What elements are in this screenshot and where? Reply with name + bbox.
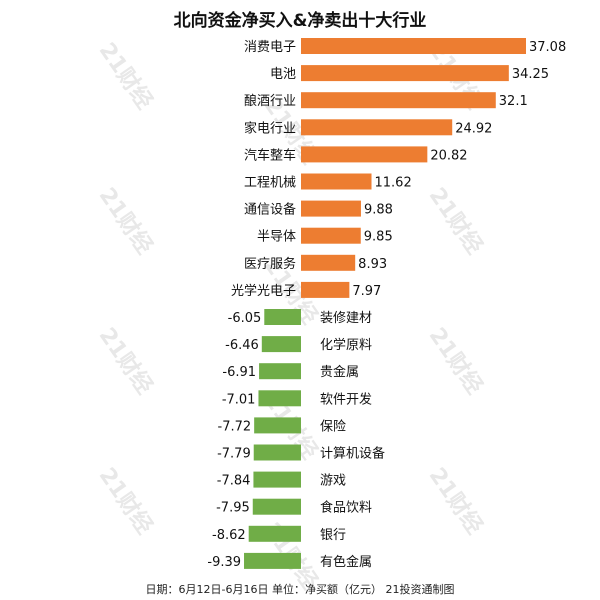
value-label-9: 7.97	[352, 284, 381, 299]
category-label-14: 保险	[320, 419, 346, 434]
bar-19	[244, 552, 301, 569]
category-label-3: 家电行业	[244, 120, 296, 136]
bar-11	[261, 336, 301, 353]
category-label-2: 酿酒行业	[244, 93, 296, 109]
category-label-5: 工程机械	[244, 176, 296, 191]
category-label-4: 汽车整车	[244, 147, 296, 163]
bar-4	[301, 146, 428, 163]
bar-18	[248, 525, 301, 542]
value-label-15: -7.79	[217, 447, 251, 462]
category-label-8: 医疗服务	[244, 256, 296, 272]
bar-13	[258, 390, 301, 407]
value-label-0: 37.08	[529, 40, 566, 55]
bar-14	[254, 417, 301, 434]
bar-5	[301, 173, 372, 190]
category-label-12: 贵金属	[320, 364, 359, 380]
category-label-10: 装修建材	[320, 311, 372, 326]
bar-9	[301, 281, 350, 298]
bar-6	[301, 200, 361, 217]
bar-12	[259, 363, 301, 380]
value-label-11: -6.46	[225, 338, 259, 353]
value-label-19: -9.39	[207, 555, 241, 570]
value-label-12: -6.91	[222, 365, 256, 380]
watermark-4: 21财经	[424, 183, 488, 259]
category-label-18: 银行	[320, 528, 346, 543]
category-label-1: 电池	[270, 67, 296, 82]
value-label-17: -7.95	[216, 501, 250, 516]
watermark-6: 21财经	[94, 323, 158, 399]
category-label-6: 通信设备	[244, 202, 296, 218]
watermark-0: 21财经	[94, 38, 158, 114]
category-label-11: 化学原料	[320, 337, 372, 353]
value-label-13: -7.01	[222, 392, 256, 407]
value-label-4: 20.82	[430, 148, 467, 163]
value-label-18: -8.62	[212, 528, 246, 543]
category-label-9: 光学光电子	[231, 283, 296, 299]
bar-15	[253, 444, 301, 461]
watermark-3: 21财经	[94, 183, 158, 259]
bar-2	[301, 92, 496, 109]
bar-10	[264, 309, 301, 325]
watermark-10: 21财经	[424, 463, 488, 539]
bar-16	[253, 471, 301, 488]
bar-17	[252, 498, 301, 515]
category-label-17: 食品饮料	[320, 500, 372, 516]
watermark-9: 21财经	[94, 463, 158, 539]
value-label-8: 8.93	[358, 257, 387, 272]
bar-3	[301, 119, 453, 136]
value-label-16: -7.84	[217, 474, 251, 489]
value-label-7: 9.85	[364, 230, 393, 245]
bar-1	[301, 65, 509, 82]
category-label-15: 计算机设备	[320, 446, 385, 462]
value-label-5: 11.62	[375, 176, 412, 191]
category-label-0: 消费电子	[244, 40, 296, 55]
category-label-13: 软件开发	[320, 391, 372, 407]
bar-8	[301, 254, 356, 271]
value-label-1: 34.25	[512, 67, 549, 82]
value-label-10: -6.05	[228, 311, 262, 326]
category-label-19: 有色金属	[320, 554, 372, 570]
chart-footer: 日期：6月12日-6月16日 单位：净买额（亿元） 21投资通制图	[145, 583, 455, 596]
value-label-6: 9.88	[364, 203, 393, 218]
category-label-7: 半导体	[257, 230, 296, 245]
bar-7	[301, 227, 361, 244]
category-label-16: 游戏	[320, 474, 346, 489]
bar-0	[301, 38, 526, 54]
watermark-7: 21财经	[424, 323, 488, 399]
value-label-2: 32.1	[499, 94, 528, 109]
bars-layer: 消费电子 37.08 电池 34.25 酿酒行业 32.1 家电行业 24.92 汽车整车 20.…	[207, 38, 566, 570]
value-label-3: 24.92	[455, 121, 492, 136]
value-label-14: -7.72	[218, 419, 252, 434]
chart-title: 北向资金净买入&净卖出十大行业	[173, 11, 427, 31]
